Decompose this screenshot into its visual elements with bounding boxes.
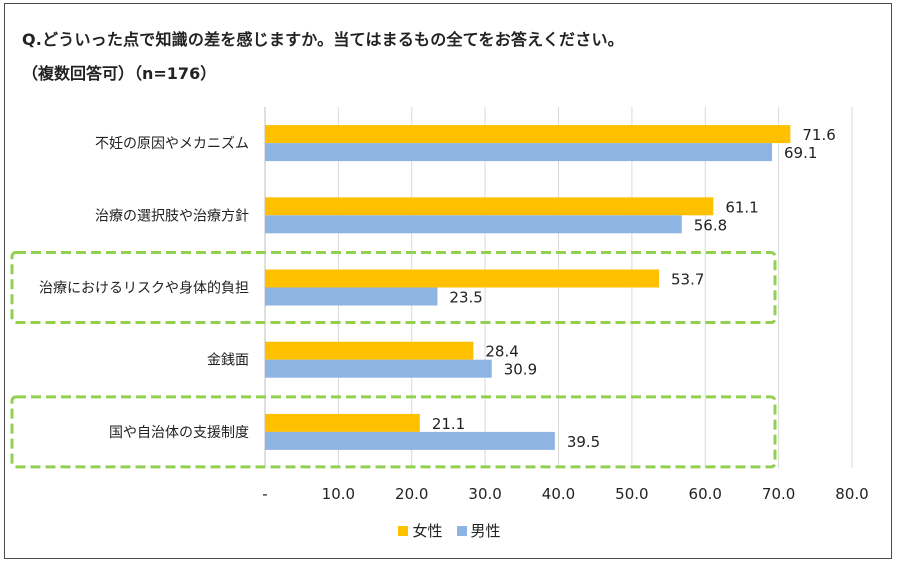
x-axis-ticks: - 10.0 20.0 30.0 40.0 50.0 60.0 70.0 80.0 xyxy=(262,485,868,503)
x-tick-label: 50.0 xyxy=(615,485,648,503)
chart-title: Q.どういった点で知識の差を感じますか。当てはまるもの全てをお答えください。 xyxy=(22,30,624,49)
x-tick-label: 20.0 xyxy=(395,485,428,503)
value-label-male: 30.9 xyxy=(504,361,537,379)
highlight-box xyxy=(10,395,777,469)
x-tick-label: 60.0 xyxy=(689,485,722,503)
x-tick-label: 70.0 xyxy=(762,485,795,503)
highlight-boxes xyxy=(10,251,777,469)
legend-swatch-male xyxy=(456,525,467,536)
bar-male xyxy=(265,359,492,378)
labels: 不妊の原因やメカニズム 71.669.1 治療の選択肢や治療方針 61.156.8 治療… xyxy=(39,126,836,451)
bar-female xyxy=(265,341,474,360)
value-label-female: 53.7 xyxy=(671,271,704,289)
legend: 女性 男性 xyxy=(0,520,899,541)
value-label-female: 28.4 xyxy=(485,343,518,361)
bar-female xyxy=(265,413,420,432)
bar-female xyxy=(265,125,791,144)
highlight-box xyxy=(10,251,777,324)
legend-label-female: 女性 xyxy=(412,522,443,540)
category-label: 不妊の原因やメカニズム xyxy=(95,136,249,152)
legend-label-male: 男性 xyxy=(470,522,501,540)
bars xyxy=(265,125,791,450)
bar-male xyxy=(265,431,555,450)
bar-female xyxy=(265,269,660,288)
category-label: 治療の選択肢や治療方針 xyxy=(95,207,249,224)
bar-female xyxy=(265,197,714,216)
category-label: 国や自治体の支援制度 xyxy=(109,425,249,441)
value-label-male: 39.5 xyxy=(567,433,600,451)
value-label-female: 21.1 xyxy=(432,415,465,433)
value-label-female: 71.6 xyxy=(802,126,835,144)
value-label-male: 23.5 xyxy=(449,289,482,307)
x-tick-label: - xyxy=(262,485,267,503)
category-label: 治療におけるリスクや身体的負担 xyxy=(39,280,249,297)
value-label-male: 69.1 xyxy=(784,144,817,162)
value-label-male: 56.8 xyxy=(694,216,727,234)
value-label-female: 61.1 xyxy=(725,198,758,216)
bar-male xyxy=(265,287,438,306)
chart-subtitle: （複数回答可）（n=176） xyxy=(22,64,217,83)
x-tick-label: 80.0 xyxy=(835,485,868,503)
bar-male xyxy=(265,143,773,162)
legend-swatch-female xyxy=(398,525,409,536)
x-tick-label: 40.0 xyxy=(542,485,575,503)
legend-item-male: 男性 xyxy=(456,520,501,541)
bar-male xyxy=(265,215,682,234)
x-tick-label: 10.0 xyxy=(322,485,355,503)
legend-item-female: 女性 xyxy=(398,520,443,541)
x-tick-label: 30.0 xyxy=(468,485,501,503)
category-label: 金銭面 xyxy=(207,353,249,369)
